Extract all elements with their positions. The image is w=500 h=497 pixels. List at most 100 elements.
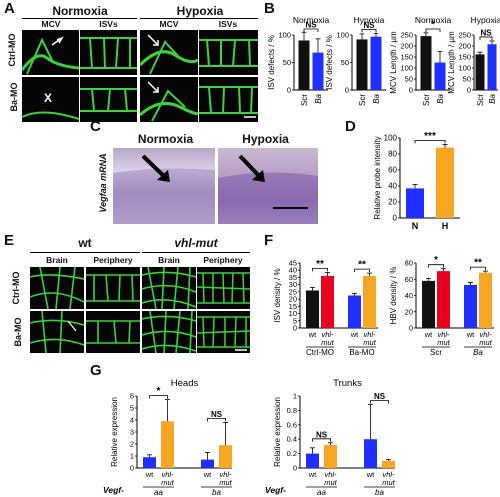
sig-bracket-F2-0 — [428, 264, 444, 268]
a-image-ba-hypoxia-isv — [199, 77, 258, 122]
x-tick-label-G2-1: vhl- — [324, 470, 337, 479]
sig-label-G1-1: NS — [211, 410, 223, 419]
y-axis-label-D: Relative probe intensity — [373, 136, 382, 219]
x-tick-label-B4-0: Scr — [476, 94, 485, 106]
y-axis-label-G1: Relative expression — [110, 397, 119, 467]
bar-G1-1 — [161, 421, 174, 468]
e-sub-periphery-1: Periphery — [93, 255, 133, 265]
a-normoxia-rule — [22, 18, 137, 19]
sig-bracket-G2-1 — [370, 400, 389, 404]
y-tick-label-F1: 30 — [289, 280, 297, 289]
chart-g: 0 1 2 3 4 5 6 Relative expression Heads wt vhl-mut… — [103, 378, 396, 497]
g-vegf-label-1: Vegf- — [103, 485, 124, 495]
e-sub-brain-2: Brain — [158, 255, 180, 265]
sig-bracket-D-0 — [414, 140, 446, 144]
panel-letter-a: A — [4, 0, 15, 17]
e-image-ctrl-wt-brain — [30, 267, 84, 309]
chart-title-G2: Trunks — [333, 378, 362, 389]
c-image-normoxia — [113, 148, 215, 224]
y-tick-label-G1: 4 — [130, 416, 134, 425]
g-vegf-label-2: Vegf- — [265, 485, 286, 495]
y-axis-label-F2: HBV density / % — [389, 267, 398, 325]
y-tick-label-B4: 100 — [458, 64, 471, 73]
y-tick-label-B1: 0 — [287, 86, 291, 95]
panel-letter-d: D — [345, 118, 356, 135]
a-image-ctrl-normoxia-mcv — [22, 30, 79, 75]
sig-label-G2-0: NS — [316, 430, 328, 439]
y-tick-label-B3: 0 — [409, 86, 413, 95]
sig-bracket-B1-0 — [303, 28, 319, 32]
y-tick-label-G1: 2 — [130, 440, 134, 449]
y-tick-label-B3: 200 — [400, 42, 413, 51]
y-tick-label-G1: 5 — [130, 404, 134, 413]
bar-D-0 — [406, 188, 424, 218]
e-row-label-ctrl: Ctrl-MO — [11, 271, 21, 305]
y-axis-label-B4: MCV Length / µm — [447, 31, 456, 94]
panel-letter-g: G — [90, 362, 102, 379]
y-tick-label-B3: 50 — [405, 75, 413, 84]
y-tick-label-B4: 50 — [463, 75, 471, 84]
sig-bracket-G2-0 — [312, 438, 331, 442]
y-tick-label-G2: 0.8 — [287, 406, 297, 415]
x-tick-label2-G2-1: mut — [324, 478, 337, 487]
e-wt-header: wt — [78, 236, 92, 250]
y-tick-label-G1: 3 — [130, 428, 134, 437]
panel-letter-c: C — [90, 118, 101, 135]
x-tick-label-F2-2: wt — [466, 330, 475, 339]
y-tick-label-G1: 6 — [130, 392, 134, 401]
bar-B1-0 — [298, 40, 310, 90]
group-label-F1-1: Ba-MO — [349, 348, 374, 357]
group-label-F1-0: Ctrl-MO — [306, 348, 334, 357]
x-tick-label2-G1-1: mut — [161, 478, 174, 487]
bar-B2-0 — [356, 39, 368, 90]
y-axis-label-F1: ISV density / % — [273, 268, 282, 322]
sig-label-F2-0: * — [434, 255, 438, 266]
y-tick-label-B4: 250 — [458, 31, 471, 40]
group-label-G1-1: ba — [212, 488, 221, 497]
c-arrow-hypoxia — [252, 170, 265, 182]
a-image-ctrl-normoxia-isv — [80, 30, 137, 75]
y-tick-label-G2: 0.4 — [287, 435, 297, 444]
sig-label-F1-0: ** — [316, 259, 324, 270]
bar-F1-3 — [363, 276, 376, 328]
y-tick-label-F1: 5 — [293, 316, 297, 325]
bar-B2-1 — [370, 36, 382, 90]
group-label-G2-0: aa — [317, 488, 326, 497]
y-tick-label-B2: 50 — [341, 58, 349, 67]
bar-G2-3 — [382, 460, 395, 468]
bar-G2-1 — [324, 444, 337, 468]
a-sub-mcv-2: MCV — [159, 19, 179, 29]
y-tick-label-B2: 100 — [336, 31, 349, 40]
x-tick-label-B4-1: Ba — [488, 93, 497, 103]
y-tick-label-F1: 0 — [293, 324, 297, 333]
x-tick-label-G1-2: wt — [203, 470, 212, 479]
x-tick-label-B3-0: Scr — [422, 94, 431, 106]
bar-G1-2 — [201, 459, 214, 468]
bar-B4-0 — [475, 54, 485, 90]
a-x-mark: X — [44, 91, 52, 105]
y-tick-label-F1: 15 — [289, 302, 297, 311]
a-image-ba-hypoxia-mcv — [140, 77, 198, 122]
e-image-ba-wt-brain — [30, 311, 84, 353]
x-tick-label-F1-1: vhl- — [321, 330, 334, 339]
a-sub-isv-1: ISVs — [99, 19, 118, 29]
y-tick-label-B2: 0 — [345, 86, 349, 95]
sig-label-F2-1: ** — [474, 258, 482, 269]
x-tick-label-G1-0: wt — [145, 470, 154, 479]
chart-title-B1: Normoxia — [293, 15, 330, 25]
x-tick-label-G2-0: wt — [308, 470, 317, 479]
e-sub-brain-1: Brain — [46, 255, 68, 265]
x-tick-label-G2-2: wt — [366, 470, 375, 479]
y-tick-label-G2: 0 — [293, 464, 297, 473]
panel-letter-f: F — [264, 232, 274, 249]
y-tick-label-F2: 40 — [405, 291, 413, 300]
a-sub-mcv-1: MCV — [41, 19, 61, 29]
sig-bracket-F1-1 — [354, 268, 370, 273]
x-tick-label-G1-3: vhl- — [219, 470, 232, 479]
a-image-ctrl-hypoxia-isv — [199, 30, 258, 75]
y-tick-label-G1: 1 — [130, 452, 134, 461]
y-tick-label-F1: 45 — [289, 259, 297, 268]
